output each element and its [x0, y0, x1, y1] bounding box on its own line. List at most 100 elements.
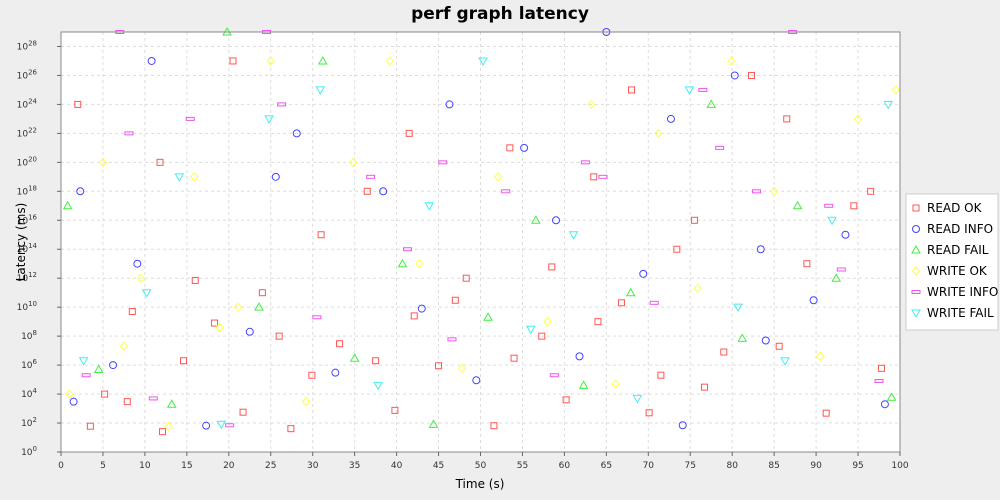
- data-point: [438, 160, 448, 165]
- data-point: [783, 115, 791, 123]
- data-point: [292, 129, 301, 138]
- data-point: [639, 269, 648, 278]
- x-tick-label: 50: [475, 461, 487, 471]
- data-point: [715, 145, 725, 150]
- y-tick-label: 1024: [17, 97, 38, 110]
- data-point: [693, 283, 702, 294]
- data-point: [315, 86, 326, 95]
- data-point: [520, 143, 529, 152]
- data-point: [598, 174, 608, 179]
- data-point: [878, 364, 886, 372]
- data-point: [119, 341, 129, 352]
- data-point: [447, 337, 457, 342]
- data-point: [673, 245, 681, 253]
- data-point: [202, 421, 211, 430]
- x-tick-label: 45: [433, 461, 444, 471]
- data-point: [457, 363, 467, 374]
- legend-label: WRITE INFO: [927, 285, 998, 299]
- legend-marker: [911, 290, 921, 294]
- y-tick-label: 1028: [17, 39, 37, 52]
- data-point: [684, 86, 695, 95]
- data-point: [331, 368, 340, 377]
- data-point: [831, 273, 842, 282]
- y-tick-base: 10: [17, 158, 29, 168]
- x-tick-label: 15: [181, 461, 192, 471]
- data-point: [445, 100, 454, 109]
- data-point: [308, 371, 316, 379]
- data-point: [215, 322, 224, 333]
- data-point: [403, 247, 413, 252]
- x-tick-label: 90: [810, 461, 822, 471]
- x-tick-label: 20: [223, 461, 235, 471]
- y-tick-exponent: 16: [28, 213, 37, 221]
- chart-title: perf graph latency: [411, 4, 589, 24]
- data-point: [78, 357, 89, 366]
- data-point: [363, 187, 371, 195]
- data-point: [886, 392, 897, 401]
- y-tick-label: 1018: [17, 184, 37, 197]
- data-point: [301, 396, 311, 407]
- x-tick-label: 5: [100, 461, 106, 471]
- data-point: [678, 421, 687, 430]
- data-point: [822, 409, 830, 417]
- data-point: [397, 258, 408, 268]
- data-point: [239, 408, 247, 416]
- y-tick-base: 10: [17, 71, 29, 81]
- data-point: [191, 276, 199, 284]
- legend-label: READ FAIL: [927, 243, 989, 257]
- data-point: [578, 380, 589, 389]
- data-point: [405, 129, 413, 137]
- data-point: [761, 336, 770, 345]
- data-point: [287, 425, 295, 433]
- data-point: [312, 315, 322, 320]
- x-tick-label: 85: [768, 461, 779, 471]
- data-point: [853, 114, 863, 124]
- data-point: [706, 99, 717, 108]
- data-point: [379, 187, 388, 196]
- data-point: [628, 86, 636, 94]
- y-tick-base: 10: [17, 100, 29, 110]
- data-point: [275, 332, 283, 340]
- data-point: [349, 353, 360, 362]
- x-tick-label: 65: [601, 461, 612, 471]
- data-point: [372, 357, 380, 365]
- x-tick-label: 75: [685, 461, 696, 471]
- y-tick-base: 10: [17, 274, 29, 284]
- y-tick-base: 10: [17, 303, 29, 313]
- data-point: [525, 325, 536, 335]
- x-tick-label: 100: [891, 461, 908, 471]
- data-point: [562, 396, 570, 404]
- y-axis: 1001021041061081010101210141016101810201…: [17, 39, 61, 458]
- y-tick-base: 10: [17, 216, 29, 226]
- data-point: [548, 263, 556, 271]
- y-tick-exponent: 6: [33, 358, 38, 366]
- y-tick-label: 102: [21, 416, 37, 429]
- data-point: [124, 131, 134, 136]
- series-read-info: [69, 28, 889, 430]
- data-point: [803, 260, 811, 268]
- data-point: [136, 273, 145, 283]
- data-point: [424, 202, 435, 211]
- data-point: [727, 56, 736, 66]
- data-point: [737, 333, 748, 342]
- data-point: [159, 428, 167, 436]
- y-tick-label: 1010: [17, 300, 37, 313]
- data-point: [552, 216, 561, 225]
- data-point: [752, 189, 762, 194]
- y-tick-label: 1012: [17, 271, 37, 284]
- data-point: [775, 342, 783, 350]
- data-point: [478, 57, 488, 66]
- data-point: [568, 231, 579, 240]
- data-point: [373, 381, 384, 391]
- data-point: [720, 348, 728, 356]
- data-point: [666, 114, 675, 123]
- data-point: [101, 390, 109, 398]
- legend-label: READ OK: [927, 201, 983, 215]
- y-tick-label: 108: [21, 329, 37, 342]
- data-point: [880, 400, 889, 409]
- data-point: [649, 300, 659, 305]
- data-point: [594, 318, 602, 326]
- data-point: [190, 172, 199, 182]
